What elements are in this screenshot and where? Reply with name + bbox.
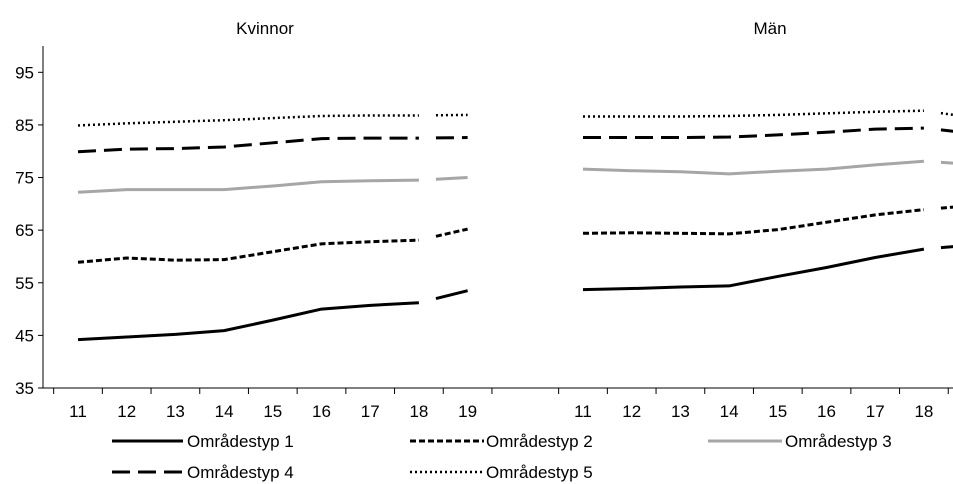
series-line-4-panel-2 (583, 126, 924, 140)
series-line-3-panel-2 (582, 159, 925, 176)
series-segment-19-4-panel-2 (940, 128, 953, 133)
x-axis: 111213141516171819111213141516171819 (43, 387, 953, 421)
series-segment-19-5-panel-2 (940, 111, 953, 117)
y-tick-label: 65 (15, 221, 34, 240)
series-line-5-panel-1 (77, 114, 419, 127)
y-tick-label: 45 (15, 326, 34, 345)
x-tick-label: 11 (574, 402, 592, 421)
x-tick-label: 12 (117, 402, 136, 421)
x-tick-label: 13 (166, 402, 185, 421)
x-tick-label: 16 (312, 402, 331, 421)
y-tick-label: 85 (15, 116, 34, 135)
legend-label-5: Områdestyp 5 (486, 463, 593, 482)
legend-label-1: Områdestyp 1 (187, 432, 294, 451)
series-line-5-panel-2 (583, 109, 924, 118)
series-line-2-panel-2 (582, 208, 925, 236)
legend-label-3: Områdestyp 3 (785, 432, 892, 451)
legend-item-5: Områdestyp 5 (410, 463, 593, 482)
series-layer (77, 109, 953, 342)
panel-title-kvinnor: Kvinnor (236, 19, 294, 38)
series-segment-19-3-panel-1 (435, 176, 468, 181)
x-tick-label: 14 (215, 402, 234, 421)
series-segment-19-1-panel-1 (435, 289, 468, 300)
series-segment-19-3-panel-2 (940, 160, 953, 165)
legend-item-2: Områdestyp 2 (410, 432, 593, 451)
x-tick-label: 18 (914, 402, 933, 421)
series-line-1-panel-1 (77, 301, 419, 342)
y-tick-label: 35 (15, 379, 34, 398)
legend-label-2: Områdestyp 2 (486, 432, 593, 451)
x-tick-label: 15 (263, 402, 282, 421)
y-tick-label: 95 (15, 63, 34, 82)
x-tick-label: 12 (622, 402, 641, 421)
y-tick-label: 75 (15, 169, 34, 188)
legend-item-3: Områdestyp 3 (708, 432, 892, 451)
series-line-1-panel-2 (582, 247, 925, 292)
x-tick-label: 16 (817, 402, 836, 421)
series-segment-19-2-panel-2 (940, 205, 953, 210)
x-tick-label: 17 (361, 402, 380, 421)
x-tick-label: 18 (409, 402, 428, 421)
series-segment-19-1-panel-2 (940, 245, 953, 250)
x-tick-label: 19 (458, 402, 477, 421)
x-tick-label: 17 (866, 402, 885, 421)
y-tick-label: 55 (15, 274, 34, 293)
series-line-3-panel-1 (77, 178, 419, 194)
x-tick-label: 14 (720, 402, 739, 421)
legend-item-1: Områdestyp 1 (112, 432, 294, 451)
y-axis: 35 45 55 65 75 85 95 (15, 46, 44, 398)
x-tick-label: 13 (671, 402, 690, 421)
series-line-2-panel-1 (77, 238, 419, 264)
panel-title-man: Män (753, 19, 786, 38)
series-line-4-panel-1 (77, 136, 419, 154)
x-tick-label: 15 (768, 402, 787, 421)
legend: Områdestyp 1 Områdestyp 2 Områdestyp 3 O… (112, 432, 892, 482)
x-tick-label: 11 (69, 402, 87, 421)
legend-label-4: Områdestyp 4 (187, 463, 294, 482)
legend-item-4: Områdestyp 4 (112, 463, 294, 482)
series-segment-19-2-panel-1 (435, 227, 468, 238)
